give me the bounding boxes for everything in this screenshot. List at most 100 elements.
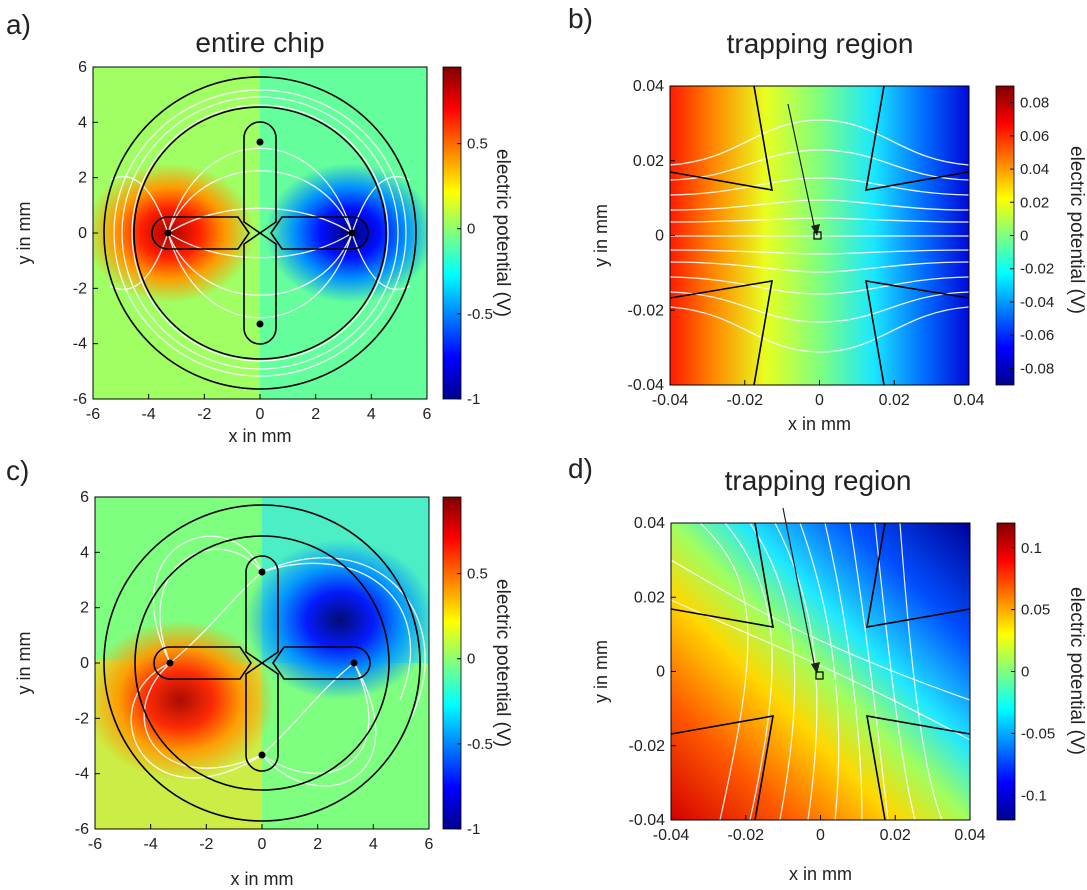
panel-c-electrodes bbox=[103, 504, 421, 822]
y-axis-label: y in mm bbox=[14, 632, 34, 695]
colorbar-tick-label: -0.08 bbox=[1020, 360, 1054, 377]
panel-a-colorbar bbox=[442, 66, 462, 400]
panel-a-plot-area bbox=[93, 67, 427, 399]
panel-c-electrode-markers bbox=[166, 568, 358, 759]
y-tick-label: 0.04 bbox=[633, 78, 664, 95]
panel-b-colorbar-label: electric potential (V) bbox=[1066, 146, 1087, 314]
x-tick-label: -6 bbox=[86, 406, 100, 423]
colorbar-tick-label: 0.5 bbox=[467, 566, 488, 583]
y-tick-label: -0.02 bbox=[629, 738, 666, 755]
y-tick-label: 0 bbox=[78, 225, 87, 242]
panel-c-letter: c) bbox=[6, 455, 29, 486]
panel-b-electrodes bbox=[670, 86, 969, 385]
panel-a-title: entire chip bbox=[195, 27, 324, 58]
colorbar-tick-label: -0.5 bbox=[467, 736, 493, 753]
panel-b-axes: -0.04 -0.02 0 0.02 0.04 -0.04 -0.02 0 0.02 0.04 x … bbox=[591, 78, 985, 434]
panel-d-electrodes bbox=[671, 523, 970, 820]
x-tick-label: -0.02 bbox=[727, 392, 764, 409]
x-axis-label: x in mm bbox=[229, 426, 292, 446]
x-tick-label: -4 bbox=[144, 836, 158, 853]
y-tick-label: -6 bbox=[73, 391, 87, 408]
colorbar-tick-label: -0.5 bbox=[467, 306, 493, 323]
y-tick-label: 0.02 bbox=[633, 153, 664, 170]
negative-potential-region bbox=[265, 163, 427, 303]
panel-c-colorbar bbox=[442, 496, 462, 830]
y-tick-label: 6 bbox=[78, 59, 87, 76]
panel-b-plot-area bbox=[670, 86, 969, 385]
panel-b: b) trapping region bbox=[568, 3, 1087, 434]
x-tick-label: 0 bbox=[816, 827, 825, 844]
x-tick-label: -0.04 bbox=[652, 392, 689, 409]
colorbar-tick-label: -0.04 bbox=[1020, 294, 1054, 311]
panel-d-title: trapping region bbox=[725, 465, 912, 496]
y-tick-label: 2 bbox=[78, 170, 87, 187]
y-tick-label: 0.02 bbox=[634, 589, 665, 606]
panel-d-field-lines bbox=[671, 523, 970, 820]
colorbar-tick-label: 0.5 bbox=[467, 136, 488, 153]
positive-potential-region bbox=[93, 163, 255, 303]
panel-b-colorbar-ticks: 0.08 0.06 0.04 0.02 0 -0.02 -0.04 -0.06 -0.08 bbox=[1010, 95, 1054, 377]
panel-c-colorbar-ticks: 0.5 0 -0.5 -1 bbox=[457, 566, 493, 838]
y-tick-label: -0.04 bbox=[629, 812, 666, 829]
y-tick-label: 4 bbox=[78, 114, 87, 131]
y-tick-label: 4 bbox=[80, 544, 89, 561]
colorbar-tick-label: 0.04 bbox=[1020, 161, 1049, 178]
colorbar-tick-label: -0.06 bbox=[1020, 327, 1054, 344]
x-tick-label: -0.02 bbox=[728, 827, 765, 844]
colorbar-tick-label: 0.05 bbox=[1021, 602, 1050, 619]
x-tick-label: -4 bbox=[142, 406, 156, 423]
panel-b-field-lines bbox=[670, 119, 969, 353]
annotation-arrowhead bbox=[811, 662, 820, 674]
panel-d-axes: -0.04 -0.02 0 0.02 0.04 -0.04 -0.02 0 0.02 0.04 x … bbox=[591, 515, 986, 884]
x-tick-label: 0 bbox=[815, 392, 824, 409]
x-tick-label: 0.02 bbox=[879, 392, 910, 409]
x-tick-label: -6 bbox=[88, 836, 102, 853]
panel-a-colorbar-ticks: 0.5 0 -0.5 -1 bbox=[457, 136, 493, 408]
panel-b-letter: b) bbox=[568, 3, 593, 34]
x-tick-label: -0.04 bbox=[653, 827, 690, 844]
panel-c: c) bbox=[6, 455, 513, 889]
colorbar-tick-label: -1 bbox=[467, 391, 480, 408]
colorbar-tick-label: -0.02 bbox=[1020, 261, 1054, 278]
panel-c-axes: -6 -4 -2 0 2 4 6 -6 -4 -2 0 2 4 6 x in mm y in mm bbox=[14, 489, 434, 889]
annotation-arrow bbox=[787, 103, 816, 231]
y-tick-label: 6 bbox=[80, 489, 89, 506]
panel-a-electrodes bbox=[103, 76, 417, 390]
x-tick-label: 4 bbox=[367, 406, 376, 423]
panel-b-annotation: trapping region bbox=[727, 28, 914, 59]
colorbar-tick-label: 0.02 bbox=[1020, 194, 1049, 211]
trapping-region-marker bbox=[815, 671, 824, 680]
negative-potential-region bbox=[245, 540, 429, 700]
x-axis-label: x in mm bbox=[789, 864, 852, 884]
colorbar-tick-label: 0.08 bbox=[1020, 95, 1049, 112]
panel-a-colorbar-label: electric potential (V) bbox=[492, 149, 513, 317]
y-axis-label: y in mm bbox=[591, 204, 611, 267]
colorbar-tick-label: -0.1 bbox=[1021, 787, 1047, 804]
panel-a: a) entire chip bbox=[6, 9, 513, 446]
panel-a-electrode-markers bbox=[164, 138, 356, 328]
y-tick-label: -4 bbox=[75, 766, 89, 783]
y-tick-label: 0 bbox=[656, 664, 665, 681]
x-tick-label: 0.04 bbox=[953, 392, 984, 409]
x-tick-label: 2 bbox=[311, 406, 320, 423]
y-axis-label: y in mm bbox=[14, 202, 34, 265]
x-tick-label: 4 bbox=[369, 836, 378, 853]
y-tick-label: -2 bbox=[73, 280, 87, 297]
y-axis-label: y in mm bbox=[591, 640, 611, 703]
colorbar-tick-label: 0 bbox=[467, 221, 475, 238]
x-tick-label: 0.02 bbox=[880, 827, 911, 844]
x-tick-label: -2 bbox=[199, 836, 213, 853]
x-tick-label: 2 bbox=[313, 836, 322, 853]
colorbar-tick-label: 0.1 bbox=[1021, 540, 1042, 557]
panel-d-letter: d) bbox=[568, 453, 593, 484]
annotation-arrow bbox=[782, 507, 816, 669]
colorbar-tick-label: -0.05 bbox=[1021, 725, 1055, 742]
x-tick-label: 0.04 bbox=[954, 827, 985, 844]
x-axis-label: x in mm bbox=[231, 869, 294, 889]
panel-d: d) trapping region bbox=[568, 453, 1087, 884]
x-tick-label: 0 bbox=[258, 836, 267, 853]
y-tick-label: 0 bbox=[80, 655, 89, 672]
colorbar-tick-label: -1 bbox=[467, 821, 480, 838]
positive-potential-region bbox=[95, 620, 275, 780]
y-tick-label: -0.02 bbox=[628, 302, 665, 319]
